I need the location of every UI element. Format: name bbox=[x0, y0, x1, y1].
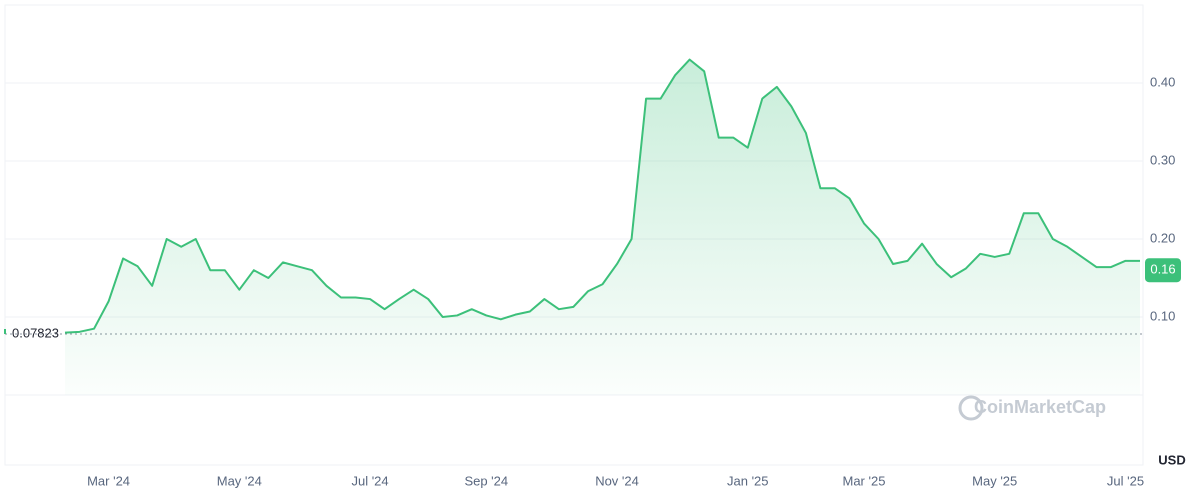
reference-label: 0.07823 bbox=[12, 325, 59, 340]
y-tick-label: 0.40 bbox=[1150, 74, 1175, 89]
x-tick-label: Sep '24 bbox=[464, 473, 508, 488]
x-tick-label: Jul '24 bbox=[351, 473, 388, 488]
x-tick-label: Mar '25 bbox=[843, 473, 886, 488]
x-tick-label: May '25 bbox=[972, 473, 1017, 488]
watermark: CoinMarketCap bbox=[974, 397, 1106, 417]
x-tick-label: Jan '25 bbox=[727, 473, 769, 488]
x-tick-label: Jul '25 bbox=[1107, 473, 1144, 488]
y-tick-label: 0.10 bbox=[1150, 308, 1175, 323]
y-unit: USD bbox=[1158, 452, 1185, 467]
y-tick-label: 0.20 bbox=[1150, 230, 1175, 245]
area bbox=[65, 59, 1140, 395]
watermark-logo bbox=[958, 395, 984, 421]
x-tick-label: Nov '24 bbox=[595, 473, 639, 488]
x-tick-label: Mar '24 bbox=[87, 473, 130, 488]
current-price-badge bbox=[1145, 258, 1181, 283]
x-tick-label: May '24 bbox=[217, 473, 262, 488]
plot-frame bbox=[4, 4, 1144, 466]
price-line bbox=[64, 58, 1140, 334]
y-tick-label: 0.30 bbox=[1150, 152, 1175, 167]
current-price-label: 0.16 bbox=[1150, 262, 1175, 277]
